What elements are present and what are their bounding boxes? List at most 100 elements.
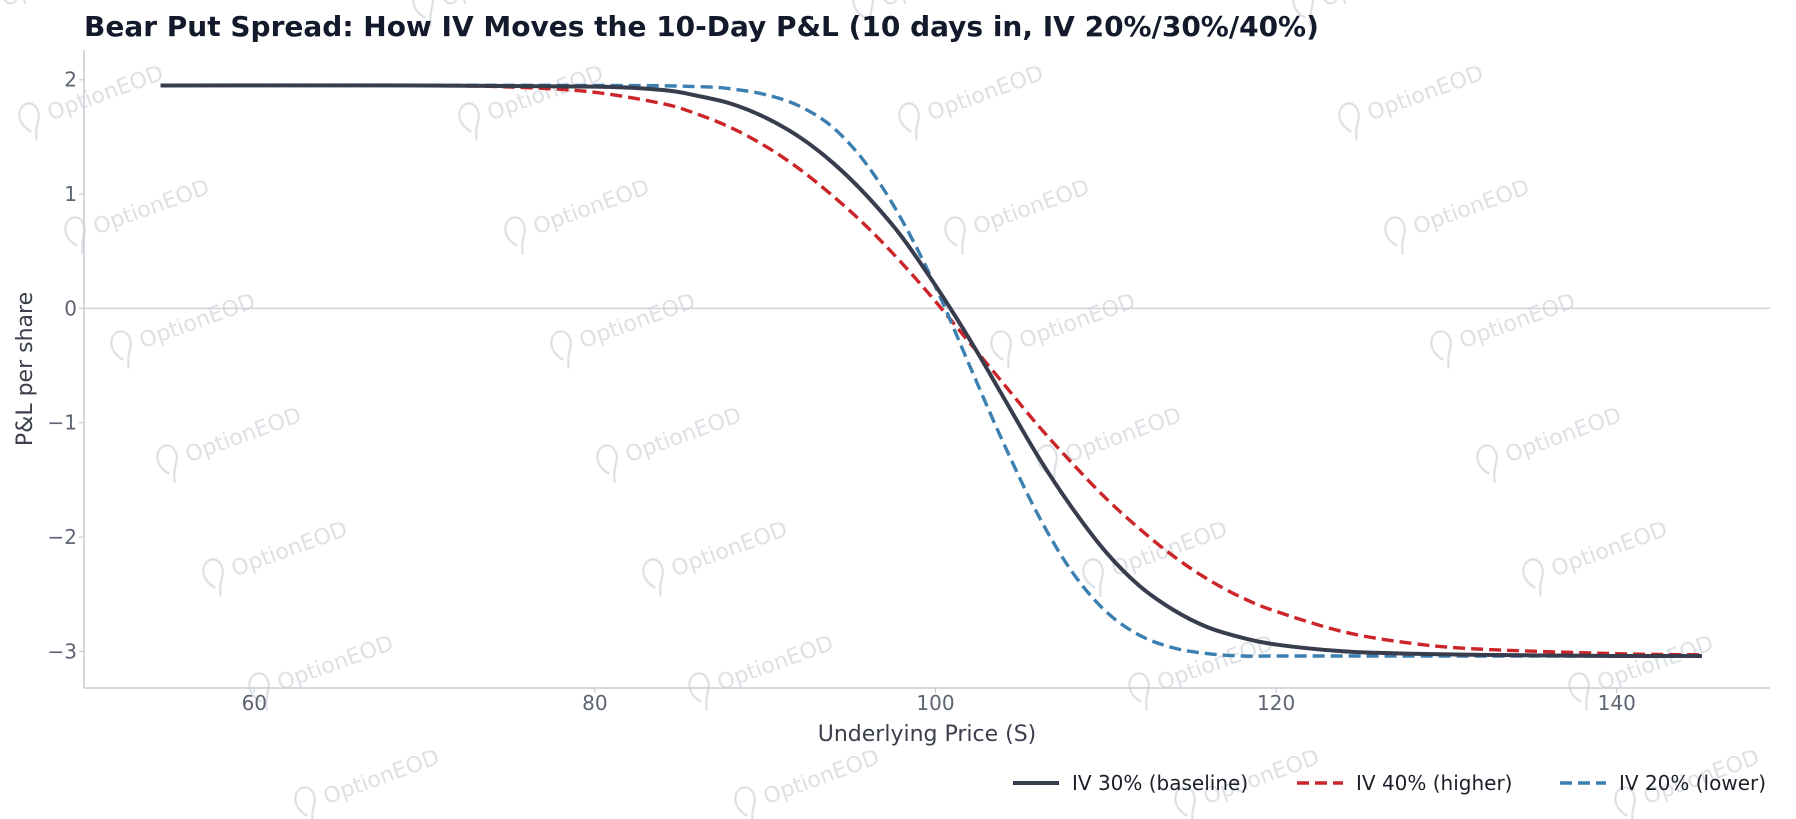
watermark-text: OptionEOD (1016, 289, 1139, 354)
watermark-text: OptionEOD (1318, 0, 1441, 12)
watermark-text: OptionEOD (136, 289, 259, 354)
watermark-text: OptionEOD (1410, 175, 1533, 240)
x-tick-label: 80 (582, 691, 607, 715)
watermark: OptionEOD (458, 61, 607, 141)
watermark-logo-icon (412, 0, 434, 27)
watermark-logo-icon (1338, 102, 1360, 141)
watermark: OptionEOD (1082, 517, 1231, 597)
watermark-text: OptionEOD (484, 61, 607, 126)
watermark-text: OptionEOD (924, 61, 1047, 126)
x-tick-labels: 60 80 100 120 140 (242, 688, 1636, 715)
watermark-logo-icon (898, 102, 920, 141)
watermark: OptionEOD (0, 745, 3, 810)
watermark-logo-icon (1614, 786, 1636, 819)
watermark: OptionEOD (1476, 403, 1625, 483)
watermark: OptionEOD (156, 403, 305, 483)
y-tick-labels: 2 1 0 −1 −2 −3 (48, 68, 84, 663)
watermark-logo-icon (852, 0, 874, 27)
watermark: OptionEOD (18, 61, 167, 141)
watermark-logo-icon (0, 0, 1, 29)
watermark: OptionEOD (294, 745, 443, 819)
watermark-text: OptionEOD (228, 517, 351, 582)
watermark-logo-icon (550, 330, 572, 369)
watermark-text: OptionEOD (714, 631, 837, 696)
watermark: OptionEOD (504, 175, 653, 255)
watermark-logo-icon (642, 558, 664, 597)
watermark: OptionEOD (550, 289, 699, 369)
watermark-text: OptionEOD (274, 631, 397, 696)
watermark: OptionEOD (944, 175, 1093, 255)
watermark-logo-icon (1522, 558, 1544, 597)
watermark-logo-icon (18, 102, 40, 141)
x-axis-label: Underlying Price (S) (818, 722, 1037, 747)
watermark: OptionEOD (64, 175, 213, 255)
watermark-logo-icon (156, 444, 178, 483)
watermark-logo-icon (596, 444, 618, 483)
watermark-text: OptionEOD (1364, 61, 1487, 126)
watermark: OptionEOD (1338, 61, 1487, 141)
y-tick-label: −2 (48, 525, 77, 549)
watermark-text: OptionEOD (668, 517, 791, 582)
watermark-logo-icon (64, 216, 86, 255)
watermark-text: OptionEOD (1456, 289, 1579, 354)
watermark-logo-icon (990, 330, 1012, 369)
legend-label: IV 20% (lower) (1619, 771, 1766, 795)
legend: IV 30% (baseline) IV 40% (higher) IV 20% (… (1013, 771, 1766, 795)
watermark: OptionEOD (1384, 175, 1533, 255)
watermark-logo-icon (1082, 558, 1104, 597)
x-tick-label: 60 (242, 691, 267, 715)
watermark-logo-icon (1036, 444, 1058, 483)
watermark: OptionEOD (1522, 517, 1671, 597)
watermark: OptionEOD (642, 517, 791, 597)
watermark-text: OptionEOD (320, 745, 443, 810)
watermark: OptionEOD (1568, 631, 1717, 711)
watermark-logo-icon (504, 216, 526, 255)
chart-title: Bear Put Spread: How IV Moves the 10-Day… (84, 10, 1319, 43)
watermark-text: OptionEOD (1594, 631, 1717, 696)
watermark-text: OptionEOD (1502, 403, 1625, 468)
watermark-logo-icon (944, 216, 966, 255)
watermark-text: OptionEOD (760, 745, 883, 810)
watermark-logo-icon (688, 672, 710, 711)
watermark: OptionEOD (202, 517, 351, 597)
watermark-logo-icon (202, 558, 224, 597)
y-tick-label: 0 (64, 296, 77, 320)
watermark-text: OptionEOD (530, 175, 653, 240)
watermark: OptionEOD (734, 745, 883, 819)
y-tick-label: 2 (64, 68, 77, 92)
y-tick-label: −1 (48, 411, 77, 435)
y-axis-label: P&L per share (13, 292, 38, 446)
series-line-30pct (160, 83, 1702, 659)
watermark-text: OptionEOD (182, 403, 305, 468)
watermark-logo-icon (1430, 330, 1452, 369)
watermark: OptionEOD (110, 289, 259, 369)
watermark-logo-icon (1476, 444, 1498, 483)
axes (83, 50, 1770, 689)
x-tick-label: 140 (1598, 691, 1636, 715)
y-tick-label: −3 (48, 639, 77, 663)
watermark-logo-icon (1568, 672, 1590, 711)
legend-label: IV 40% (higher) (1356, 771, 1512, 795)
watermark: OptionEOD (1430, 289, 1579, 369)
series-line-20pct (160, 83, 1702, 658)
watermark-text: OptionEOD (1062, 403, 1185, 468)
watermark: OptionEOD (990, 289, 1139, 369)
watermark-text: OptionEOD (576, 289, 699, 354)
watermark-logo-icon (734, 786, 756, 819)
series-layer (160, 83, 1702, 659)
series-line-40pct (160, 83, 1702, 657)
watermark-text: OptionEOD (970, 175, 1093, 240)
watermark: OptionEOD (248, 631, 397, 711)
watermark-logo-icon (294, 786, 316, 819)
watermark: OptionEOD (596, 403, 745, 483)
watermark: OptionEOD (688, 631, 837, 711)
watermark-text: OptionEOD (622, 403, 745, 468)
y-tick-label: 1 (64, 182, 77, 206)
watermark: OptionEOD (898, 61, 1047, 141)
watermark-text: OptionEOD (0, 745, 3, 810)
watermark-logo-icon (110, 330, 132, 369)
watermark-text: OptionEOD (1548, 517, 1671, 582)
watermark-logo-icon (1292, 0, 1314, 27)
watermark: OptionEOD (1036, 403, 1185, 483)
